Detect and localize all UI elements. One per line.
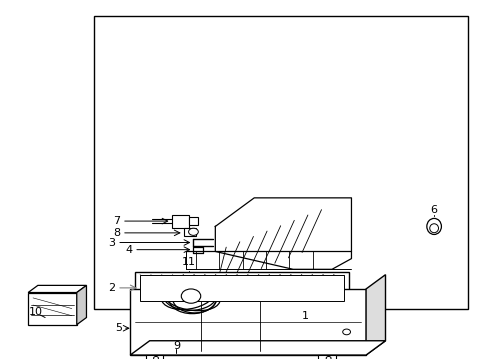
Text: 7: 7: [113, 216, 120, 226]
Circle shape: [188, 228, 198, 235]
Bar: [188, 217, 198, 225]
Polygon shape: [130, 341, 385, 355]
Polygon shape: [77, 285, 86, 325]
Circle shape: [153, 356, 158, 360]
Polygon shape: [351, 296, 366, 350]
Ellipse shape: [429, 224, 438, 233]
Bar: [145, 355, 163, 360]
Text: 1: 1: [301, 311, 308, 321]
Text: 2: 2: [108, 283, 116, 293]
Text: 6: 6: [430, 205, 437, 215]
Circle shape: [325, 356, 330, 360]
Text: 11: 11: [181, 257, 195, 267]
Polygon shape: [215, 198, 351, 269]
Bar: [132, 307, 351, 350]
Text: 5: 5: [115, 323, 122, 333]
Bar: [171, 215, 188, 228]
Text: 8: 8: [113, 228, 120, 238]
Bar: [183, 228, 196, 236]
Text: 4: 4: [125, 246, 132, 255]
Circle shape: [342, 329, 350, 335]
Bar: [94, 16, 467, 309]
Bar: [130, 289, 366, 355]
Polygon shape: [366, 275, 385, 355]
Text: 9: 9: [173, 341, 180, 351]
Polygon shape: [132, 296, 366, 307]
Text: 3: 3: [108, 238, 116, 248]
Bar: [135, 272, 348, 304]
Polygon shape: [28, 285, 86, 293]
Text: 10: 10: [28, 307, 42, 317]
Ellipse shape: [426, 219, 441, 234]
Circle shape: [181, 289, 201, 303]
Bar: [318, 355, 335, 360]
Bar: [140, 275, 344, 301]
Bar: [28, 293, 77, 325]
